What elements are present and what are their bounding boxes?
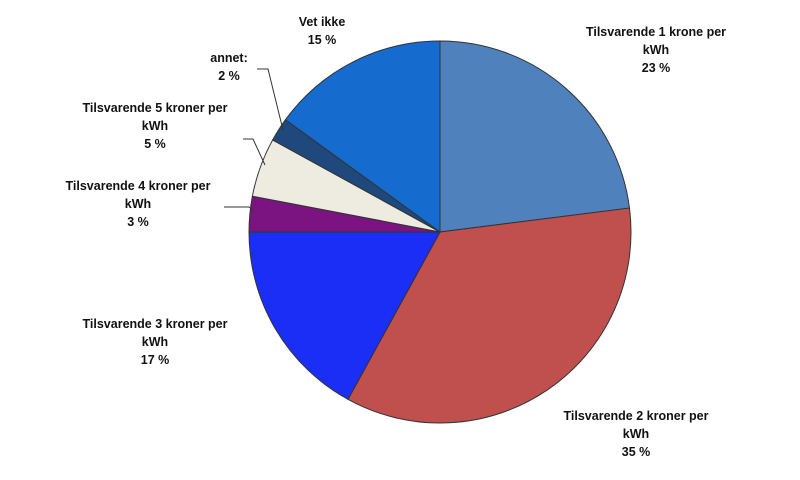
- slice-category-label: kWh: [643, 43, 669, 57]
- slice-value-label: 15 %: [308, 33, 337, 47]
- pie-slice-7: [284, 40, 441, 233]
- slice-label-7: Vet ikke 15 %: [299, 15, 346, 47]
- pie-slice-2: [347, 207, 632, 424]
- slice-label-2: Tilsvarende 2 kroner per kWh 35 %: [564, 409, 709, 459]
- pie-slice-1: [439, 40, 631, 233]
- slice-category-label: Tilsvarende 3 kroner per: [83, 317, 228, 331]
- slice-category-label: kWh: [142, 335, 168, 349]
- slice-label-5: Tilsvarende 5 kroner per kWh 5 %: [83, 101, 228, 151]
- slice-value-label: 3 %: [127, 215, 149, 229]
- slice-label-1: Tilsvarende 1 krone per kWh 23 %: [586, 25, 726, 75]
- slice-label-6: annet: 2 %: [210, 51, 248, 83]
- slice-label-3: Tilsvarende 3 kroner per kWh 17 %: [83, 317, 228, 367]
- slice-category-label: Tilsvarende 4 kroner per: [66, 179, 211, 193]
- pie-slices: [248, 40, 632, 424]
- slice-category-label: Tilsvarende 1 krone per: [586, 25, 726, 39]
- slice-category-label: kWh: [623, 427, 649, 441]
- leader-line-4: [224, 206, 255, 212]
- slice-value-label: 23 %: [642, 61, 671, 75]
- slice-category-label: annet:: [210, 51, 248, 65]
- slice-value-label: 17 %: [141, 353, 170, 367]
- slice-value-label: 35 %: [622, 445, 651, 459]
- leader-lines: [224, 68, 284, 212]
- leader-line-6: [257, 68, 284, 131]
- slice-category-label: Tilsvarende 2 kroner per: [564, 409, 709, 423]
- slice-category-label: Tilsvarende 5 kroner per: [83, 101, 228, 115]
- leader-line-5: [243, 138, 266, 166]
- slice-category-label: kWh: [125, 197, 151, 211]
- slice-category-label: kWh: [142, 119, 168, 133]
- pie-slice-3: [248, 231, 441, 401]
- slice-category-label: Vet ikke: [299, 15, 346, 29]
- slice-value-label: 5 %: [144, 137, 166, 151]
- slice-labels: Tilsvarende 1 krone per kWh 23 %Tilsvarend…: [66, 15, 727, 459]
- slice-value-label: 2 %: [218, 69, 240, 83]
- slice-label-4: Tilsvarende 4 kroner per kWh 3 %: [66, 179, 211, 229]
